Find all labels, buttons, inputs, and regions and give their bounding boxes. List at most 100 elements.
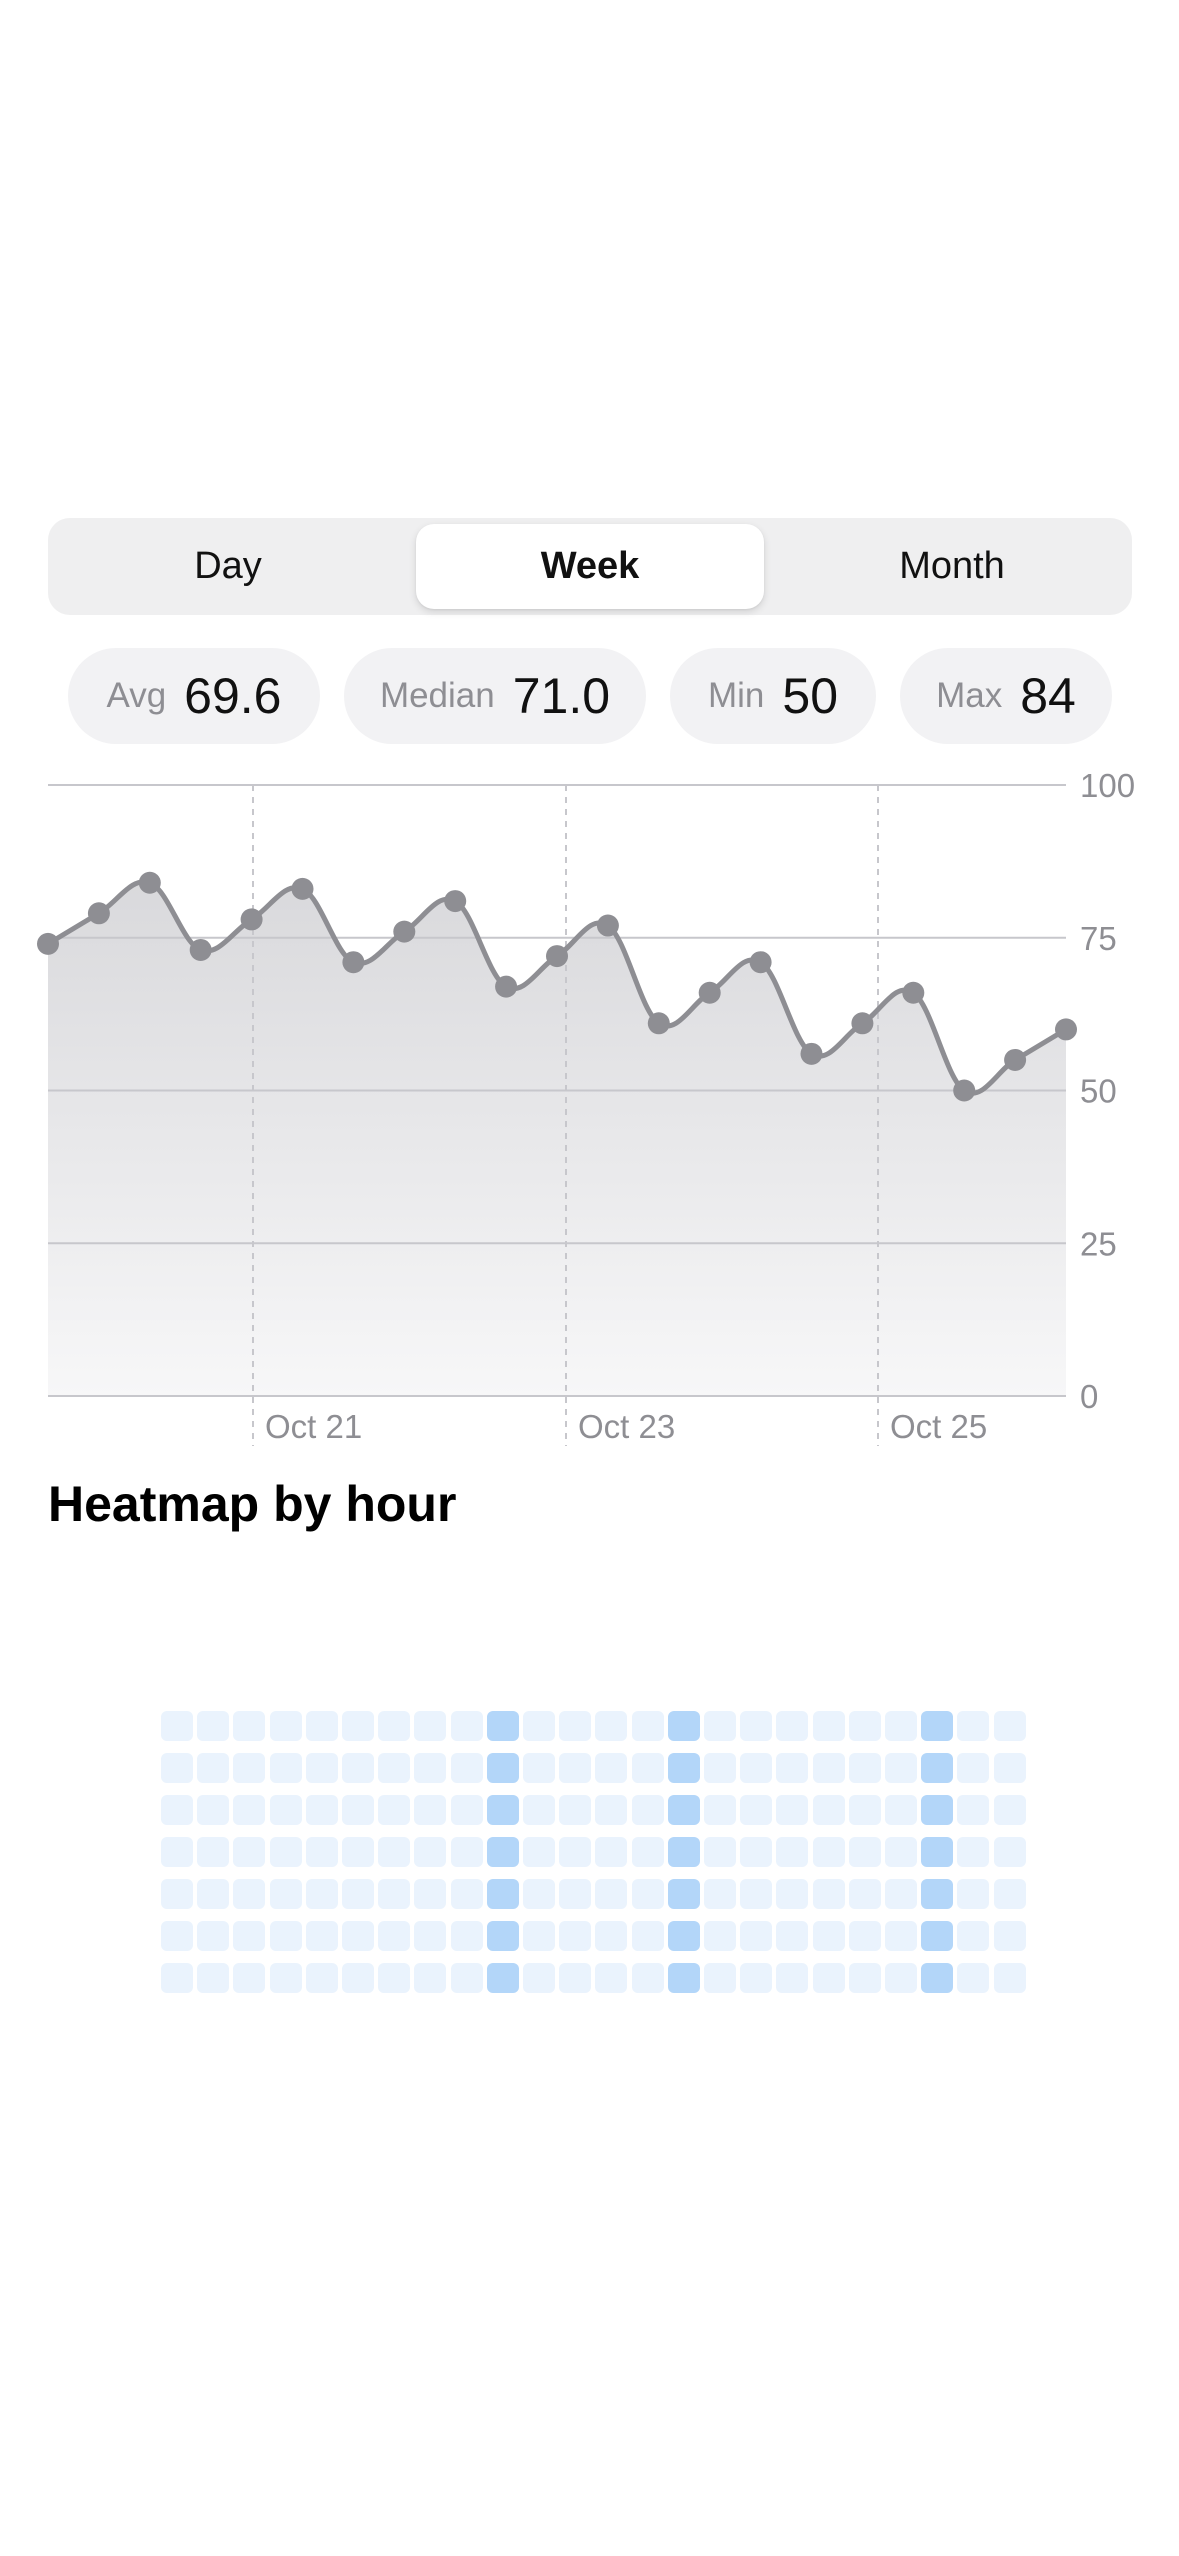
heatmap-cell	[378, 1963, 411, 1993]
stat-min-label: Min	[707, 676, 765, 715]
heatmap-cell	[269, 1921, 302, 1951]
heatmap-cell	[414, 1963, 447, 1993]
heatmap-cell	[957, 1879, 990, 1909]
heatmap-cell	[486, 1795, 519, 1825]
heatmap-cell	[233, 1837, 266, 1867]
heatmap-cell	[378, 1921, 411, 1951]
heatmap-cell	[921, 1837, 954, 1867]
heatmap-cell	[740, 1963, 773, 1993]
heatmap-cell	[885, 1837, 917, 1867]
heatmap-cell	[378, 1711, 411, 1741]
heatmap-cell	[523, 1837, 555, 1867]
heatmap-cell	[233, 1879, 266, 1909]
heatmap-cell	[667, 1963, 700, 1993]
heatmap-cell	[704, 1711, 736, 1741]
heatmap-cell	[523, 1795, 555, 1825]
chart-point-19	[1004, 1048, 1027, 1071]
heatmap-cell	[704, 1879, 736, 1909]
stat-avg-value: 69.6	[184, 668, 282, 724]
heatmap-cell	[305, 1837, 338, 1867]
heatmap-cell	[378, 1837, 411, 1867]
heatmap-cell	[957, 1795, 990, 1825]
chart-area-fill	[48, 881, 1066, 1396]
heatmap-cell	[993, 1711, 1026, 1741]
heatmap-cell	[885, 1711, 917, 1741]
stat-min: Min 50	[670, 648, 876, 744]
heatmap-cell	[993, 1921, 1026, 1951]
stat-median-label: Median	[379, 676, 495, 715]
heatmap-cell	[342, 1921, 374, 1951]
heatmap-cell	[667, 1921, 700, 1951]
heatmap-cell	[161, 1921, 193, 1951]
segment-day[interactable]: Day	[194, 545, 262, 587]
segment-week[interactable]: Week	[416, 524, 764, 609]
heatmap-cell	[740, 1921, 773, 1951]
heatmap-cell	[269, 1879, 302, 1909]
heatmap-cell	[631, 1963, 664, 1993]
chart-svg: 100 75 50 25 0 Oct 21 Oct 23 Oct 25	[37, 767, 1135, 1446]
heatmap-cell	[921, 1879, 954, 1909]
heatmap-cell	[848, 1753, 881, 1783]
heatmap-cell	[595, 1837, 628, 1867]
heatmap-cell	[595, 1753, 628, 1783]
heatmap-cell	[269, 1753, 302, 1783]
heatmap-cell	[704, 1795, 736, 1825]
heatmap-cell	[414, 1753, 447, 1783]
chart-point-2	[138, 871, 161, 894]
heatmap-cell	[414, 1795, 447, 1825]
heatmap-cell	[197, 1837, 230, 1867]
heatmap-cell	[559, 1921, 592, 1951]
heatmap-cell	[305, 1753, 338, 1783]
heatmap-cell	[450, 1963, 483, 1993]
heatmap-cell	[414, 1921, 447, 1951]
heatmap-cell	[305, 1921, 338, 1951]
x-tick-label-0: Oct 21	[265, 1408, 362, 1445]
heatmap-cell	[523, 1963, 555, 1993]
heatmap-cell	[776, 1963, 809, 1993]
heatmap-cell	[450, 1795, 483, 1825]
stat-max-value: 84	[1020, 668, 1076, 724]
heatmap-cell	[667, 1711, 700, 1741]
heatmap-cell	[378, 1795, 411, 1825]
heatmap-cell	[776, 1921, 809, 1951]
heatmap-cell	[414, 1837, 447, 1867]
heatmap-cell	[486, 1879, 519, 1909]
heatmap-cell	[559, 1753, 592, 1783]
stats-row: Avg 69.6 Median 71.0 Min 50 Max 84	[0, 648, 1179, 744]
segment-month[interactable]: Month	[899, 545, 1005, 587]
heatmap-cell	[197, 1921, 230, 1951]
heatmap-cell	[342, 1795, 374, 1825]
heatmap-cell	[559, 1711, 592, 1741]
heatmap-cell	[233, 1921, 266, 1951]
heatmap-cell	[450, 1879, 483, 1909]
heatmap-cell	[885, 1753, 917, 1783]
heatmap-cell	[342, 1963, 374, 1993]
heatmap-cell	[848, 1711, 881, 1741]
heatmap-cell	[848, 1837, 881, 1867]
heatmap-cell	[812, 1837, 845, 1867]
heatmap-cell	[161, 1837, 193, 1867]
heatmap-cell	[667, 1753, 700, 1783]
heatmap-cell	[486, 1753, 519, 1783]
heatmap-cell	[740, 1711, 773, 1741]
heatmap-cell	[993, 1753, 1026, 1783]
stat-max-label: Max	[936, 676, 1003, 715]
heatmap-cell	[595, 1921, 628, 1951]
chart-point-0	[37, 932, 59, 955]
chart-point-12	[647, 1012, 670, 1035]
chart-point-11	[596, 914, 619, 937]
heatmap-cell	[414, 1879, 447, 1909]
chart-point-8	[444, 890, 467, 913]
heatmap-cell	[378, 1879, 411, 1909]
heatmap-cell	[450, 1753, 483, 1783]
heatmap-cell	[233, 1753, 266, 1783]
heatmap-cell	[595, 1711, 628, 1741]
chart-point-10	[546, 945, 568, 968]
heatmap-cell	[305, 1711, 338, 1741]
heatmap-cell	[269, 1963, 302, 1993]
heatmap-cell	[197, 1963, 230, 1993]
chart-point-9	[495, 975, 518, 998]
heatmap-cell	[812, 1753, 845, 1783]
heatmap-cell	[957, 1921, 990, 1951]
heatmap-cell	[523, 1921, 555, 1951]
